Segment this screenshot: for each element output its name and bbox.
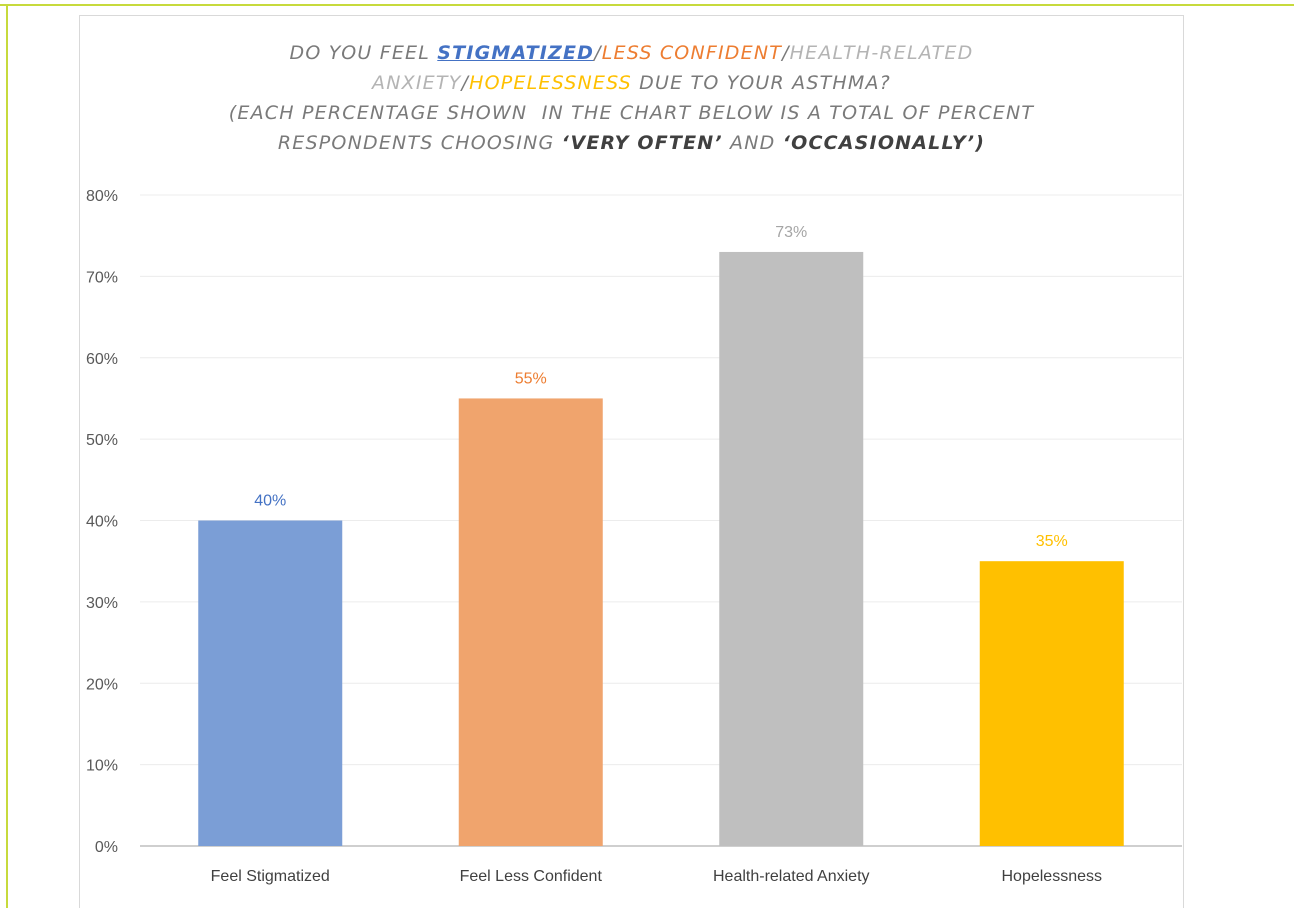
frame-left-border	[6, 4, 8, 908]
title-line-1: DO YOU FEEL STIGMATIZED/LESS CONFIDENT/H…	[79, 38, 1184, 68]
title-text: DUE TO YOUR ASTHMA?	[631, 72, 891, 94]
data-label: 40%	[254, 493, 286, 510]
y-tick-label: 0%	[95, 839, 118, 856]
title-text: RESPONDENTS CHOOSING	[277, 132, 562, 154]
title-keyword-health-related: HEALTH-RELATED	[789, 42, 974, 64]
title-line-2: ANXIETY/HOPELESSNESS DUE TO YOUR ASTHMA?	[79, 68, 1184, 98]
y-tick-label: 30%	[86, 595, 118, 612]
title-separator: /	[461, 72, 470, 94]
title-text: AND	[722, 132, 783, 154]
title-keyword-stigmatized: STIGMATIZED	[437, 42, 595, 64]
bar	[198, 520, 343, 846]
frame-top-border	[0, 4, 1294, 6]
y-tick-label: 50%	[86, 432, 118, 449]
chart-area-border	[79, 15, 1184, 908]
y-tick-label: 10%	[86, 758, 118, 775]
data-label: 35%	[1036, 533, 1068, 550]
title-emphasis-occasionally: ‘OCCASIONALLY’)	[782, 132, 986, 154]
x-category-label: Health-related Anxiety	[713, 868, 870, 885]
title-keyword-less-confident: LESS CONFIDENT	[601, 42, 783, 64]
y-tick-label: 40%	[86, 514, 118, 531]
title-keyword-anxiety: ANXIETY	[372, 72, 462, 94]
title-separator: /	[594, 42, 602, 64]
bar	[719, 251, 864, 846]
y-tick-label: 20%	[86, 676, 118, 693]
bar	[458, 398, 603, 846]
y-tick-label: 80%	[86, 188, 118, 205]
title-emphasis-very-often: ‘VERY OFTEN’	[561, 132, 723, 154]
x-category-label: Hopelessness	[1002, 868, 1103, 885]
bar	[979, 561, 1124, 846]
title-line-3: (EACH PERCENTAGE SHOWN IN THE CHART BELO…	[228, 102, 1035, 124]
title-line-4: RESPONDENTS CHOOSING ‘VERY OFTEN’ AND ‘O…	[79, 128, 1184, 158]
title-text: DO YOU FEEL	[289, 42, 438, 64]
y-tick-label: 60%	[86, 351, 118, 368]
title-separator: /	[782, 42, 790, 64]
y-tick-label: 70%	[86, 269, 118, 286]
data-label: 55%	[515, 370, 547, 387]
data-label: 73%	[775, 224, 807, 241]
chart-title: DO YOU FEEL STIGMATIZED/LESS CONFIDENT/H…	[79, 38, 1184, 158]
x-category-label: Feel Less Confident	[460, 868, 603, 885]
x-category-label: Feel Stigmatized	[211, 868, 330, 885]
title-keyword-hopelessness: HOPELESSNESS	[469, 72, 632, 94]
